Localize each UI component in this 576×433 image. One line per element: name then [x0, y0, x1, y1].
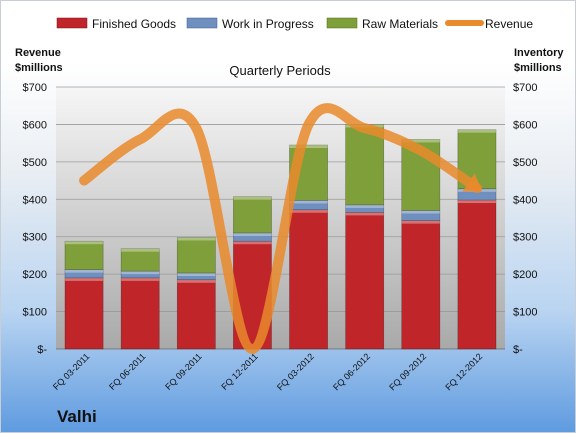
- bar-segment: [289, 209, 328, 350]
- left-tick-label: $500: [23, 157, 47, 169]
- left-axis-ticks: $- $100 $200 $300 $400 $500 $600 $700: [23, 82, 48, 356]
- legend-swatch-finished-goods: [56, 17, 88, 29]
- x-tick-label: FQ 06-2012: [331, 351, 372, 392]
- bar-segment: [120, 277, 160, 350]
- bar-segment: [401, 220, 441, 350]
- bar-segment-highlight: [64, 277, 104, 281]
- bar-segment-highlight: [289, 200, 328, 204]
- left-tick-label: $-: [37, 344, 47, 356]
- right-tick-label: $300: [513, 232, 537, 244]
- right-tick-label: $500: [513, 157, 537, 169]
- legend-item-revenue: Revenue: [445, 17, 533, 31]
- x-tick-label: FQ 12-2012: [443, 351, 484, 392]
- bar-segment-highlight: [233, 232, 272, 236]
- bar-segment: [176, 237, 216, 274]
- left-axis-label-line-2: $millions: [15, 62, 63, 74]
- x-tick-label: FQ 06-2011: [107, 351, 148, 392]
- bar-segment-highlight: [401, 220, 440, 224]
- legend-swatch-raw-materials: [326, 17, 358, 29]
- x-axis-ticks: FQ 03-2011 FQ 06-2011 FQ 09-2011 FQ 12-2011…: [51, 351, 484, 392]
- bar-segment-highlight: [345, 212, 384, 216]
- left-tick-label: $600: [23, 119, 47, 131]
- right-tick-label: $700: [513, 82, 537, 94]
- right-axis-ticks: $- $100 $200 $300 $400 $500 $600 $700: [513, 82, 537, 356]
- chart-title: Quarterly Periods: [229, 63, 331, 78]
- right-tick-label: $-: [513, 344, 523, 356]
- bar-segment-highlight: [289, 145, 328, 149]
- bars: [64, 124, 497, 350]
- bar-segment-highlight: [177, 279, 216, 283]
- left-axis-label-line-1: Revenue: [15, 47, 61, 59]
- x-tick-label: FQ 09-2012: [387, 351, 428, 392]
- legend-label-revenue: Revenue: [485, 17, 533, 31]
- bar-segment-highlight: [64, 241, 104, 245]
- bar-segment-highlight: [121, 271, 160, 275]
- legend-label-raw-materials: Raw Materials: [362, 17, 438, 31]
- right-tick-label: $100: [513, 307, 537, 319]
- bar-segment-highlight: [64, 269, 104, 273]
- legend-item-work-in-progress: Work in Progress: [186, 17, 314, 31]
- right-axis-label-line-2: $millions: [514, 62, 562, 74]
- left-tick-label: $200: [23, 269, 47, 281]
- x-tick-label: FQ 03-2012: [275, 351, 316, 392]
- bar-segment-highlight: [233, 196, 272, 200]
- right-tick-label: $200: [513, 269, 537, 281]
- revenue-line: [79, 103, 482, 354]
- bar-segment: [233, 196, 272, 234]
- bar-segment: [233, 232, 272, 242]
- left-tick-label: $700: [23, 82, 47, 94]
- bar-segment-highlight: [289, 209, 328, 213]
- legend-label-work-in-progress: Work in Progress: [222, 17, 314, 31]
- bar-segment-highlight: [345, 204, 384, 208]
- x-tick-label: FQ 09-2011: [163, 351, 204, 392]
- right-tick-label: $600: [513, 119, 537, 131]
- left-tick-label: $300: [23, 232, 47, 244]
- left-tick-label: $100: [23, 307, 47, 319]
- bar-segment-highlight: [457, 200, 497, 204]
- x-tick-label: FQ 12-2011: [219, 351, 260, 392]
- legend-label-finished-goods: Finished Goods: [92, 17, 176, 31]
- bar-segment: [64, 277, 104, 350]
- bar-segment: [120, 248, 160, 272]
- bar-segment-highlight: [177, 237, 216, 241]
- left-tick-label: $400: [23, 194, 47, 206]
- bar-segment: [457, 199, 497, 350]
- legend-swatch-work-in-progress: [186, 17, 218, 29]
- bar-segment-highlight: [121, 277, 160, 281]
- bar-segment-highlight: [401, 210, 440, 214]
- bar-segment-highlight: [401, 139, 440, 143]
- bar-segment: [345, 124, 385, 206]
- bar-segment-highlight: [177, 273, 216, 277]
- bar-segment-highlight: [457, 129, 497, 133]
- bar-segment-highlight: [121, 248, 160, 252]
- bar-segment-highlight: [233, 241, 272, 245]
- legend-item-raw-materials: Raw Materials: [326, 17, 438, 31]
- company-name: Valhi: [57, 407, 97, 426]
- revenue-arrowhead: [462, 173, 482, 192]
- legend-item-finished-goods: Finished Goods: [56, 17, 176, 31]
- x-tick-label: FQ 03-2011: [51, 351, 92, 392]
- legend: Finished Goods Work in Progress Raw Mate…: [56, 17, 533, 31]
- bar-segment: [345, 212, 385, 350]
- bar-segment: [64, 240, 104, 270]
- right-tick-label: $400: [513, 194, 537, 206]
- bar-segment: [176, 279, 216, 350]
- right-axis-label-line-1: Inventory: [514, 47, 564, 59]
